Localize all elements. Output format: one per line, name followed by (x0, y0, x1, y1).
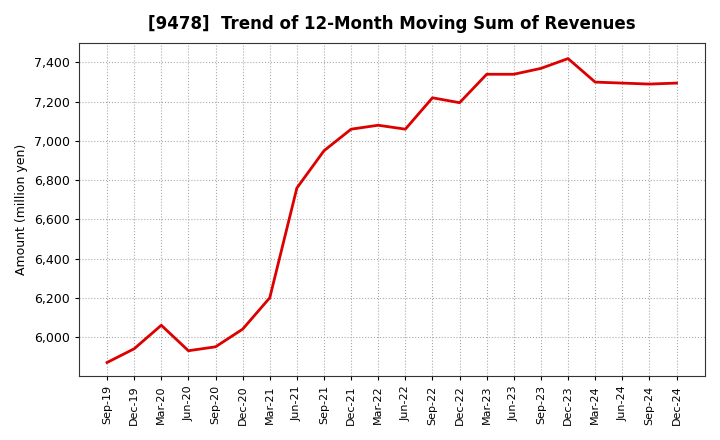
Title: [9478]  Trend of 12-Month Moving Sum of Revenues: [9478] Trend of 12-Month Moving Sum of R… (148, 15, 636, 33)
Y-axis label: Amount (million yen): Amount (million yen) (15, 144, 28, 275)
